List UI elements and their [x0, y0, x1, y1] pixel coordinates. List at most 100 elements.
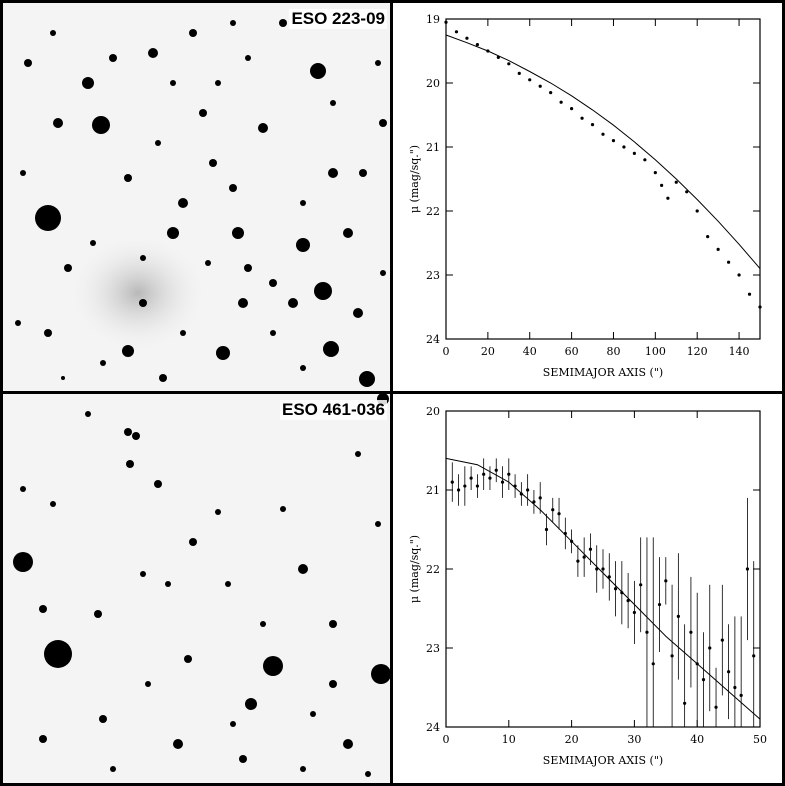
y-tick-label: 22 [426, 563, 440, 576]
x-tick-label: 100 [645, 345, 666, 358]
data-point [454, 30, 459, 34]
data-point [496, 55, 500, 60]
y-tick-label: 23 [426, 269, 440, 282]
data-point [538, 84, 542, 88]
data-point [601, 567, 605, 571]
y-axis-label: μ (mag/sq.") [408, 535, 421, 603]
data-point [622, 145, 626, 149]
y-tick-label: 21 [426, 141, 440, 154]
y-tick-label: 24 [426, 333, 440, 346]
x-tick-label: 30 [627, 733, 641, 746]
data-point [739, 693, 743, 697]
y-tick-label: 21 [426, 484, 440, 497]
data-point [689, 630, 693, 634]
x-tick-label: 60 [565, 345, 579, 358]
data-point [651, 662, 655, 666]
data-point [475, 484, 479, 488]
sky-image-eso-461-036: ESO 461-036 [3, 394, 390, 783]
y-tick-label: 20 [426, 405, 440, 418]
data-point [526, 488, 530, 492]
data-point [532, 500, 536, 504]
data-point [465, 36, 469, 40]
data-point [507, 472, 511, 476]
data-point [590, 123, 595, 127]
data-point [482, 472, 486, 476]
data-point [695, 209, 699, 213]
data-point [494, 468, 498, 472]
x-tick-label: 140 [729, 345, 750, 358]
data-point [544, 527, 549, 532]
data-point [559, 100, 563, 104]
stars [15, 19, 387, 387]
data-point [582, 555, 586, 559]
data-point [570, 107, 574, 111]
data-point [528, 78, 532, 82]
data-point [595, 567, 599, 571]
fit-curve [445, 34, 761, 269]
profile-chart: 0 20 40 60 80 100 120 140 19 20 21 22 23 24 SEMIMAJOR … [408, 13, 762, 379]
data-point [708, 646, 712, 650]
horizontal-divider [0, 391, 785, 394]
data-point [720, 638, 724, 642]
x-tick-label: 20 [481, 345, 495, 358]
data-point [626, 599, 630, 603]
data-point [660, 183, 664, 187]
data-point [576, 559, 580, 563]
sky-image-eso-223-09: ESO 223-09 [3, 3, 390, 391]
data-point [685, 190, 689, 194]
data-point [475, 43, 479, 47]
data-point [486, 49, 490, 53]
data-point [727, 260, 731, 264]
data-point [639, 583, 643, 587]
data-point [601, 132, 605, 136]
data-point [563, 531, 567, 536]
data-point [488, 476, 492, 480]
data-point [588, 547, 593, 551]
data-point [733, 685, 737, 690]
data-point [701, 678, 706, 682]
data-point [463, 484, 467, 488]
y-axis-label: μ (mag/sq.") [408, 145, 421, 213]
data-point [444, 20, 448, 24]
profile-plot-eso-461-036: 0 10 20 30 40 50 20 21 22 23 24 SEMIMAJOR AXIS (") μ… [393, 394, 782, 783]
data-point [538, 496, 542, 500]
data-point [747, 292, 752, 296]
y-tick-label: 22 [426, 205, 440, 218]
x-tick-label: 0 [443, 733, 450, 746]
data-point [519, 492, 523, 496]
x-axis-label: SEMIMAJOR AXIS (") [543, 366, 663, 379]
data-point [674, 180, 678, 184]
image-label: ESO 223-09 [289, 9, 387, 29]
x-tick-label: 20 [565, 733, 579, 746]
data-point [500, 480, 505, 484]
data-point [714, 705, 718, 709]
data-point [683, 701, 687, 705]
data-point [670, 654, 674, 658]
stars [13, 394, 390, 777]
data-point [570, 539, 574, 543]
data-point [580, 116, 584, 120]
data-point [456, 488, 461, 492]
data-point [695, 662, 699, 666]
data-point [607, 575, 611, 579]
galaxy-diffuse-glow [68, 233, 208, 353]
data-point [517, 71, 521, 75]
data-point [643, 158, 647, 162]
data-point [507, 62, 511, 66]
data-point [551, 508, 555, 512]
star-field [15, 19, 387, 387]
data-point [706, 235, 710, 239]
x-tick-label: 40 [690, 733, 704, 746]
x-tick-label: 0 [443, 345, 450, 358]
x-tick-label: 80 [606, 345, 620, 358]
x-tick-label: 120 [687, 345, 708, 358]
plot-frame [445, 18, 761, 340]
data-point [645, 630, 649, 634]
y-tick-label: 19 [426, 13, 440, 26]
data-point [450, 480, 454, 484]
y-tick-label: 24 [426, 721, 440, 734]
y-tick-label: 23 [426, 642, 440, 655]
x-tick-label: 50 [753, 733, 767, 746]
data-point [513, 484, 517, 488]
data-point [664, 579, 668, 583]
